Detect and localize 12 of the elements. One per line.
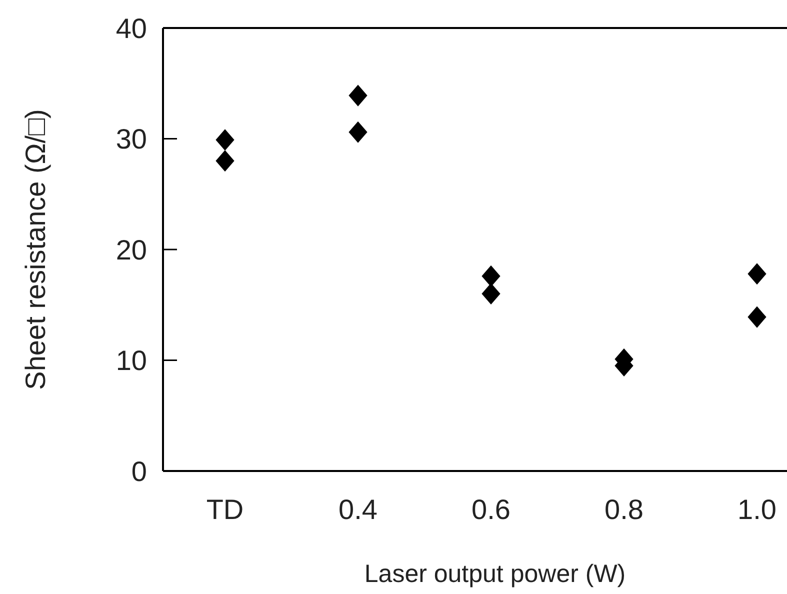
x-tick-label: 1.0 xyxy=(738,494,776,525)
y-tick-label: 10 xyxy=(116,345,147,376)
y-tick-label: 0 xyxy=(131,456,147,487)
x-tick-label: 0.8 xyxy=(604,494,644,525)
y-tick-label: 40 xyxy=(116,12,147,44)
y-axis-title: Sheet resistance (Ω/□) xyxy=(20,109,51,390)
x-tick-label: 0.4 xyxy=(338,494,378,525)
x-axis-title: Laser output power (W) xyxy=(364,560,626,588)
y-tick-label: 30 xyxy=(116,124,147,155)
x-tick-label: 0.6 xyxy=(472,494,510,525)
x-tick-label: TD xyxy=(206,494,244,525)
y-tick-label: 20 xyxy=(116,234,147,266)
